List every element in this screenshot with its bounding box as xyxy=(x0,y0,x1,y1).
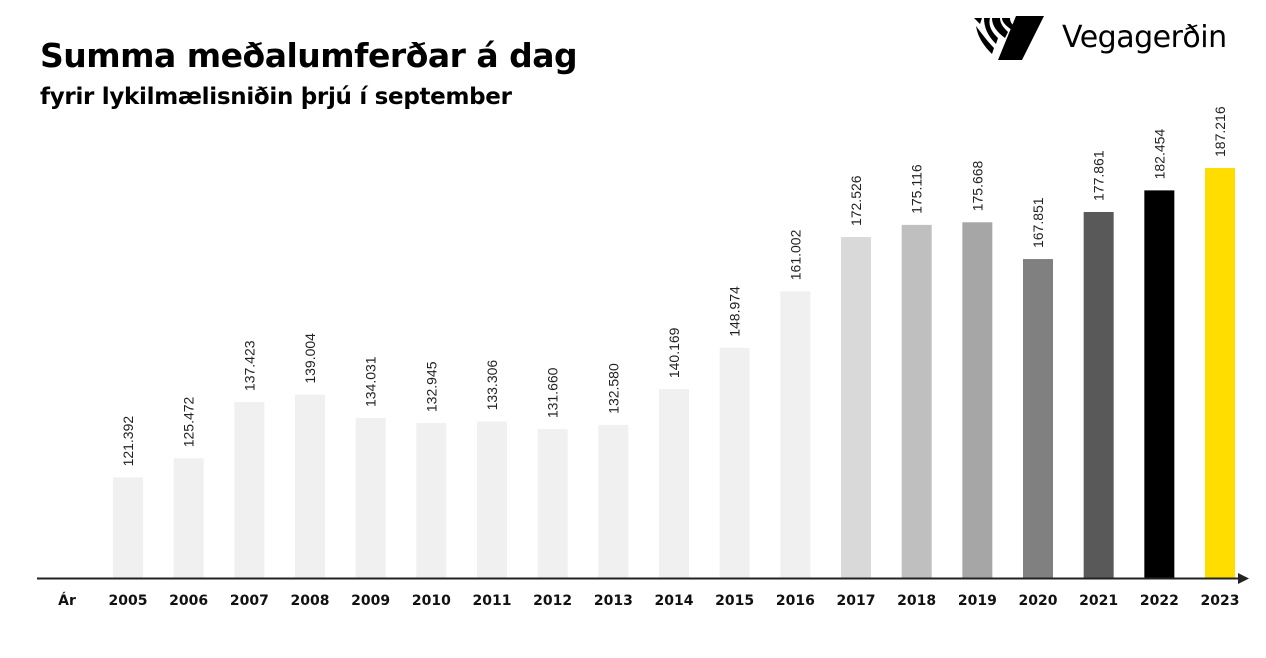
bar-2022 xyxy=(1144,190,1175,578)
x-tick-label: 2011 xyxy=(473,593,512,609)
x-tick-label: 2018 xyxy=(897,593,936,609)
data-label: 172.526 xyxy=(848,175,864,226)
bar-2005 xyxy=(113,477,143,578)
chart-subtitle: fyrir lykilmælisniðin þrjú í september xyxy=(40,84,512,110)
x-tick-label: 2014 xyxy=(655,593,694,609)
bar-2018 xyxy=(901,224,932,578)
data-label: 148.974 xyxy=(727,286,743,337)
bar-2023 xyxy=(1205,168,1235,578)
x-tick-label: 2021 xyxy=(1079,593,1118,609)
data-label: 133.306 xyxy=(484,360,500,411)
bar-2007 xyxy=(234,402,265,578)
x-axis-label: Ár xyxy=(58,592,76,609)
chart-title: Summa meðalumferðar á dag xyxy=(40,36,578,75)
x-axis-arrow-icon xyxy=(1238,573,1249,584)
bar-2011 xyxy=(477,421,507,578)
data-label: 121.392 xyxy=(120,416,136,467)
data-label: 182.454 xyxy=(1151,129,1167,180)
x-tick-label: 2023 xyxy=(1201,593,1240,609)
x-tick-label: 2013 xyxy=(594,593,633,609)
data-label: 177.861 xyxy=(1091,150,1107,201)
x-tick-label: 2007 xyxy=(230,593,269,609)
bar-2017 xyxy=(841,237,871,578)
x-tick-label: 2017 xyxy=(837,593,876,609)
data-label: 139.004 xyxy=(302,333,318,384)
x-tick-label: 2010 xyxy=(412,593,451,609)
x-tick-label: 2012 xyxy=(533,593,572,609)
data-label: 137.423 xyxy=(241,340,257,391)
logo-mark-icon xyxy=(974,16,1044,60)
bar-2008 xyxy=(295,394,325,578)
data-label: 125.472 xyxy=(181,396,197,447)
data-label: 140.169 xyxy=(666,327,682,378)
x-tick-label: 2020 xyxy=(1019,593,1058,609)
bar-2014 xyxy=(659,389,689,578)
bar-2010 xyxy=(416,423,447,578)
bar-2013 xyxy=(598,424,629,578)
bar-2012 xyxy=(537,429,568,578)
data-label: 175.668 xyxy=(969,160,985,211)
data-label: 132.945 xyxy=(423,361,439,412)
bar-2019 xyxy=(962,222,993,578)
x-tick-label: 2019 xyxy=(958,593,997,609)
bar-2021 xyxy=(1083,211,1114,578)
data-label: 134.031 xyxy=(363,356,379,407)
x-tick-label: 2015 xyxy=(715,593,754,609)
x-tick-label: 2022 xyxy=(1140,593,1179,609)
data-label: 161.002 xyxy=(787,229,803,280)
logo-text: Vegagerðin xyxy=(1062,19,1227,55)
data-label: 131.660 xyxy=(545,367,561,418)
x-tick-label: 2005 xyxy=(109,593,148,609)
data-label: 167.851 xyxy=(1030,197,1046,248)
bar-2015 xyxy=(719,347,750,578)
x-tick-label: 2006 xyxy=(169,593,208,609)
bar-2016 xyxy=(780,291,811,578)
x-tick-label: 2008 xyxy=(291,593,330,609)
x-tick-label: 2016 xyxy=(776,593,815,609)
x-tick-label: 2009 xyxy=(351,593,390,609)
bar-2020 xyxy=(1023,259,1053,578)
data-label: 187.216 xyxy=(1212,106,1228,157)
bar-2009 xyxy=(355,418,386,578)
bar-2006 xyxy=(173,458,204,578)
logo: Vegagerðin xyxy=(972,14,1227,60)
data-label: 132.580 xyxy=(605,363,621,414)
data-label: 175.116 xyxy=(909,164,925,214)
